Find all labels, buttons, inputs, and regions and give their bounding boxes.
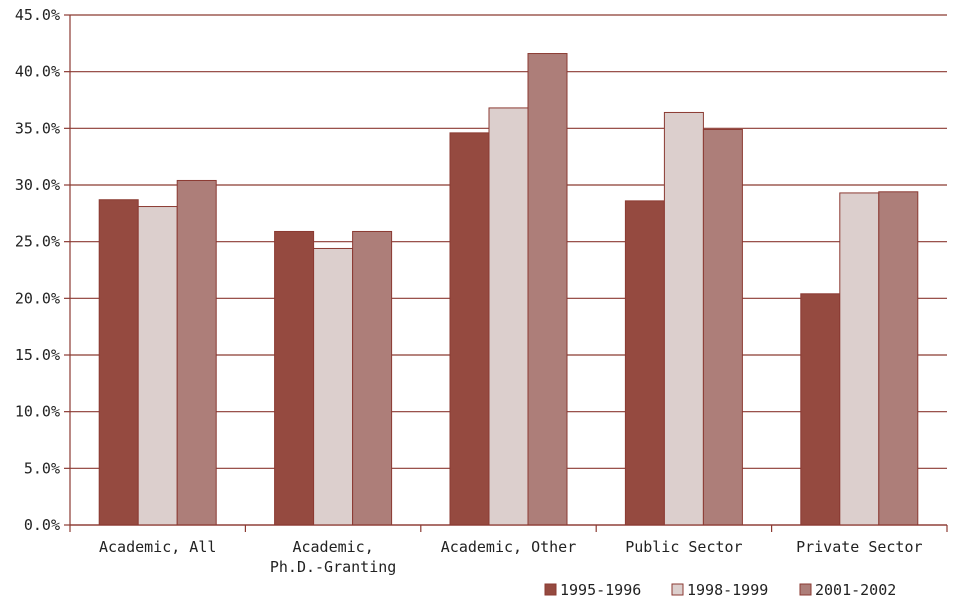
bar xyxy=(878,191,919,526)
legend-label: 1998-1999 xyxy=(687,581,768,599)
y-tick-label: 45.0% xyxy=(15,6,60,24)
y-tick-label: 0.0% xyxy=(24,516,60,534)
legend-label: 2001-2002 xyxy=(815,581,896,599)
axes: 0.0% 5.0% 10.0% 15.0% 20.0% 25.0% 30.0% 35.0% 40… xyxy=(15,6,948,576)
bar xyxy=(313,247,354,526)
bar xyxy=(274,230,315,526)
legend: 1995-1996 1998-1999 2001-2002 xyxy=(544,581,896,599)
bar xyxy=(839,192,880,526)
bar xyxy=(488,107,529,526)
legend-swatch xyxy=(799,583,812,596)
y-tick-label: 25.0% xyxy=(15,233,60,251)
y-tick-label: 30.0% xyxy=(15,176,60,194)
legend-label: 1995-1996 xyxy=(560,581,641,599)
bar xyxy=(137,206,178,526)
legend-swatch xyxy=(671,583,684,596)
bar xyxy=(449,132,490,526)
x-tick-label: Academic, All xyxy=(99,538,216,556)
bar xyxy=(527,53,568,526)
bar xyxy=(624,200,665,526)
legend-swatch xyxy=(544,583,557,596)
x-tick-label: Public Sector xyxy=(625,538,742,556)
y-tick-label: 15.0% xyxy=(15,346,60,364)
bar xyxy=(663,111,704,526)
y-tick-label: 35.0% xyxy=(15,119,60,137)
x-tick-label: Private Sector xyxy=(796,538,922,556)
bar xyxy=(352,230,393,526)
y-tick-label: 20.0% xyxy=(15,289,60,307)
y-tick-label: 40.0% xyxy=(15,63,60,81)
y-tick-label: 5.0% xyxy=(24,459,60,477)
bar xyxy=(176,179,217,526)
x-tick-label: Academic, Ph.D.-Granting xyxy=(270,538,396,576)
bar xyxy=(98,199,139,526)
bars xyxy=(98,53,919,526)
bar xyxy=(800,293,841,526)
x-tick-label: Academic, Other xyxy=(441,538,576,556)
y-tick-label: 10.0% xyxy=(15,403,60,421)
bar xyxy=(702,128,743,526)
